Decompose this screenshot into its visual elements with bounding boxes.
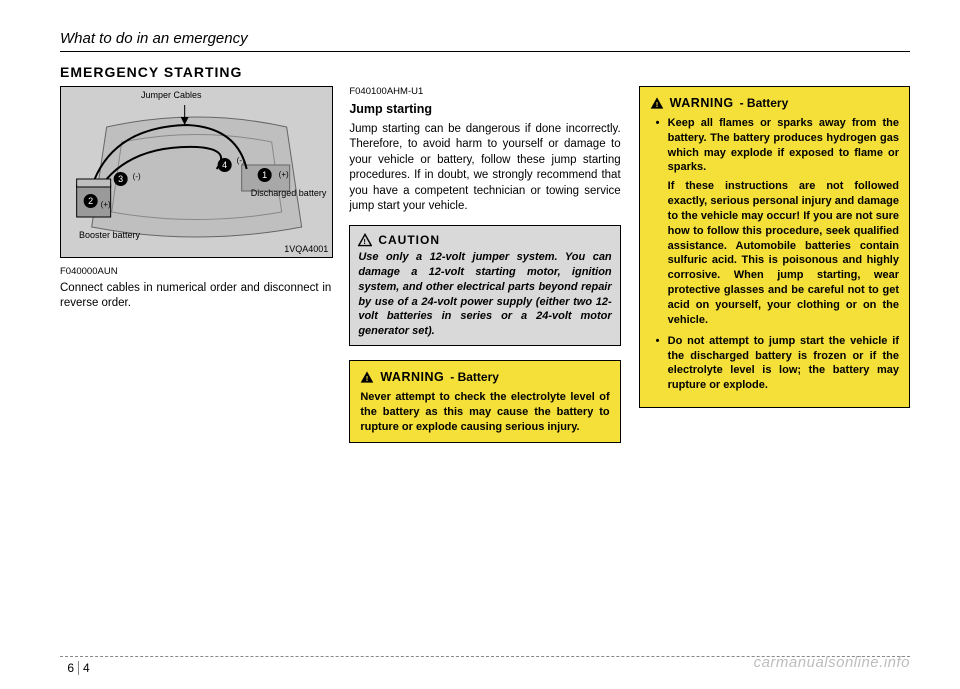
figure-booster-label: Booster battery (79, 229, 140, 241)
warning-box-1: ! WARNING - Battery Never attempt to che… (349, 360, 620, 443)
content-columns: Jumper Cables 1 (60, 86, 910, 443)
svg-text:(-): (-) (237, 156, 245, 165)
column-2: F040100AHM-U1 Jump starting Jump startin… (349, 86, 620, 443)
col1-text: Connect cables in numerical order and di… (60, 281, 331, 312)
svg-text:!: ! (364, 237, 367, 246)
warning-text-1: Never attempt to check the electrolyte l… (360, 391, 609, 433)
caution-head: ! CAUTION (358, 232, 611, 248)
warning-head-1: ! WARNING - Battery (360, 369, 609, 386)
col2-subhead: Jump starting (349, 101, 620, 118)
caution-head-text: CAUTION (378, 232, 440, 248)
figure-discharged-label: Discharged battery (251, 187, 327, 199)
warning-sub-2: - Battery (740, 95, 789, 111)
svg-text:(-): (-) (133, 172, 141, 181)
caution-box: ! CAUTION Use only a 12-volt jumper syst… (349, 225, 620, 346)
warning-triangle-icon: ! (650, 96, 664, 110)
page: What to do in an emergency EMERGENCY STA… (0, 0, 960, 689)
svg-text:!: ! (366, 375, 369, 384)
svg-text:2: 2 (88, 196, 93, 206)
warning-bullets: Keep all flames or sparks away from the … (650, 116, 899, 393)
warning-head-text-1: WARNING (380, 369, 444, 386)
figure-code: 1VQA4001 (284, 243, 328, 255)
svg-text:!: ! (655, 101, 658, 110)
svg-text:(+): (+) (279, 170, 289, 179)
column-3: ! WARNING - Battery Keep all flames or s… (639, 86, 910, 443)
running-head: What to do in an emergency (60, 30, 910, 52)
page-number: 4 (83, 661, 90, 675)
warning-box-2: ! WARNING - Battery Keep all flames or s… (639, 86, 910, 408)
col2-code: F040100AHM-U1 (349, 86, 620, 99)
svg-text:(+): (+) (101, 200, 111, 209)
col1-code: F040000AUN (60, 266, 331, 279)
svg-text:1: 1 (262, 170, 267, 180)
col2-text: Jump starting can be dangerous if done i… (349, 122, 620, 215)
svg-text:3: 3 (118, 174, 123, 184)
warning-bullet: Keep all flames or sparks away from the … (660, 116, 899, 175)
section-title: EMERGENCY STARTING (60, 64, 910, 80)
warning-bullet: Do not attempt to jump start the vehicle… (660, 334, 899, 393)
svg-text:4: 4 (222, 160, 227, 170)
warning-bullet: If these instructions are not followed e… (660, 179, 899, 327)
warning-head-2: ! WARNING - Battery (650, 95, 899, 112)
warning-triangle-icon: ! (358, 233, 372, 247)
warning-sub-1: - Battery (450, 369, 499, 385)
page-number-chapter: 6 (60, 661, 74, 675)
jump-start-figure: Jumper Cables 1 (60, 86, 333, 258)
warning-triangle-icon: ! (360, 370, 374, 384)
figure-jumper-label: Jumper Cables (141, 89, 202, 101)
watermark: carmanualsonline.info (754, 654, 910, 671)
column-1: Jumper Cables 1 (60, 86, 331, 443)
footer-separator (78, 661, 79, 675)
caution-text: Use only a 12-volt jumper system. You ca… (358, 251, 611, 337)
warning-head-text-2: WARNING (670, 95, 734, 112)
